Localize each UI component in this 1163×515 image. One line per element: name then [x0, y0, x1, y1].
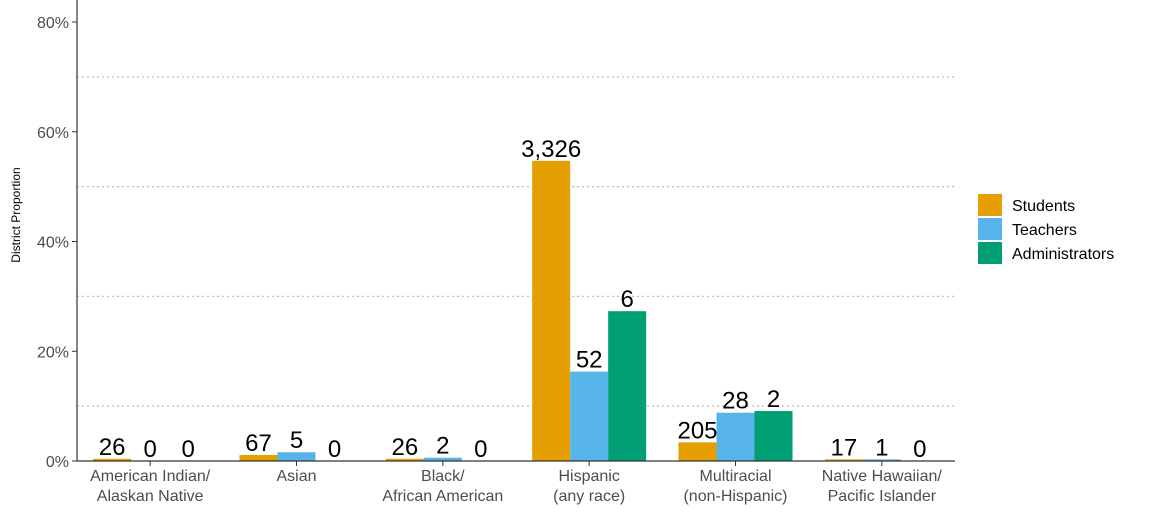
data-label: 0: [181, 436, 194, 463]
data-label: 17: [830, 434, 857, 461]
bar-students: [678, 442, 717, 461]
data-label: 28: [722, 388, 749, 415]
bar-teachers: [277, 452, 316, 461]
data-label: 0: [143, 436, 156, 463]
data-label: 26: [391, 434, 418, 461]
bar-administrators: [754, 411, 793, 461]
legend: Students Teachers Administrators: [978, 194, 1114, 264]
legend-swatch-teachers: [978, 218, 1002, 240]
legend-label-administrators: Administrators: [1012, 246, 1114, 263]
data-label: 3,326: [521, 136, 581, 163]
y-tick-label: 0%: [46, 454, 69, 471]
bar-teachers: [862, 459, 901, 461]
bar-students: [93, 458, 132, 461]
data-label: 2: [767, 386, 780, 413]
grid-lines: [77, 76, 955, 407]
data-label: 6: [620, 286, 633, 313]
data-label: 0: [913, 436, 926, 463]
data-label: 0: [474, 436, 487, 463]
axes: American Indian/Alaskan Native Asian Black…: [37, 0, 955, 505]
y-tick-label: 80%: [37, 15, 69, 32]
bar-students: [532, 160, 571, 462]
legend-swatch-students: [978, 194, 1002, 216]
y-tick-label: 40%: [37, 235, 69, 252]
data-label: 0: [328, 436, 341, 463]
data-label: 1: [875, 434, 888, 461]
y-axis-title: District Proportion: [9, 167, 23, 262]
bar-students: [239, 454, 278, 461]
bar-administrators: [608, 311, 647, 461]
legend-label-students: Students: [1012, 198, 1075, 215]
bar-students: [385, 458, 424, 461]
data-label: 2: [436, 433, 449, 460]
bar-teachers: [716, 412, 755, 461]
legend-label-teachers: Teachers: [1012, 222, 1077, 239]
legend-swatch-administrators: [978, 242, 1002, 264]
x-tick-label: Asian: [276, 468, 316, 485]
y-tick-label: 20%: [37, 344, 69, 361]
bar-teachers: [570, 371, 609, 461]
data-label: 52: [576, 347, 603, 374]
data-label: 67: [245, 430, 272, 457]
bar-teachers: [423, 457, 462, 461]
x-tick-label: American Indian/Alaskan Native: [90, 468, 211, 505]
x-tick-label: Native Hawaiian/Pacific Islander: [822, 468, 943, 505]
data-label: 5: [290, 427, 303, 454]
bars: [93, 160, 901, 462]
x-tick-label: Hispanic (any race): [553, 468, 625, 505]
data-label: 205: [677, 417, 717, 444]
x-tick-label: Black/African American: [382, 468, 503, 505]
bar-students: [824, 459, 863, 461]
x-tick-label: Multiracial (non-Hispanic): [683, 468, 787, 505]
data-label: 26: [99, 434, 126, 461]
y-tick-label: 60%: [37, 125, 69, 142]
